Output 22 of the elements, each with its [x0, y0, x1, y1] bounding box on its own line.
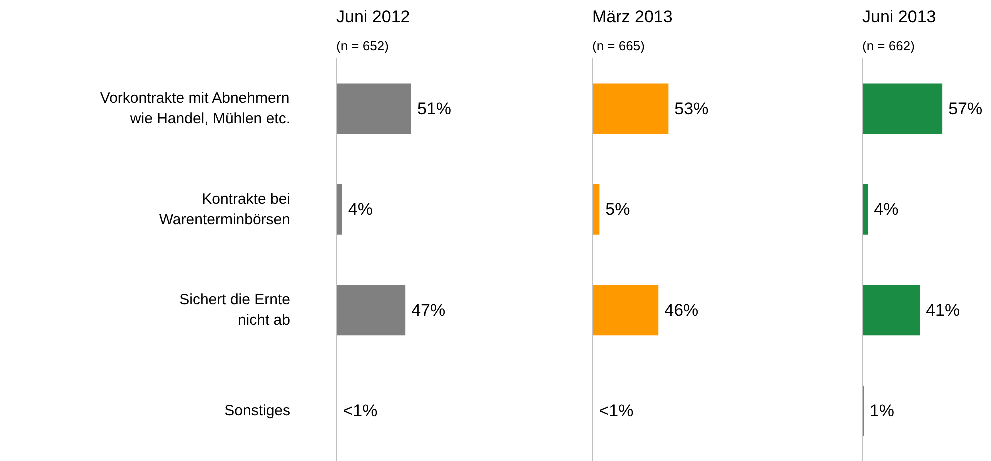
- data-label: 4%: [348, 200, 373, 220]
- data-label: 5%: [606, 200, 630, 220]
- data-label: 1%: [870, 402, 894, 421]
- data-label: 46%: [664, 300, 699, 320]
- data-label: <1%: [599, 402, 634, 421]
- chart-subtitle: (n = 665): [592, 38, 645, 54]
- y-tick-label: Vorkontrakte mit Abnehmern wie Handel, Mühlen etc.: [100, 90, 291, 128]
- data-label: 4%: [874, 200, 899, 220]
- chart-subtitle: (n = 652): [336, 38, 389, 54]
- data-label: 41%: [926, 300, 960, 320]
- data-label: 47%: [412, 300, 446, 320]
- y-tick-label: Sichert die Ernte nicht ab: [180, 292, 291, 330]
- chart-title: Juni 2013: [862, 8, 936, 26]
- chart-title: Juni 2012: [336, 8, 410, 26]
- y-tick-label: Kontrakte bei Warenterminbörsen: [159, 190, 291, 228]
- chart-subtitle: (n = 662): [862, 38, 915, 54]
- data-label: 51%: [417, 99, 452, 118]
- data-label: <1%: [343, 402, 378, 421]
- data-label: 53%: [674, 99, 709, 118]
- y-tick-label: Sonstiges: [224, 402, 290, 420]
- chart-title: März 2013: [592, 8, 673, 26]
- data-label: 57%: [948, 99, 983, 118]
